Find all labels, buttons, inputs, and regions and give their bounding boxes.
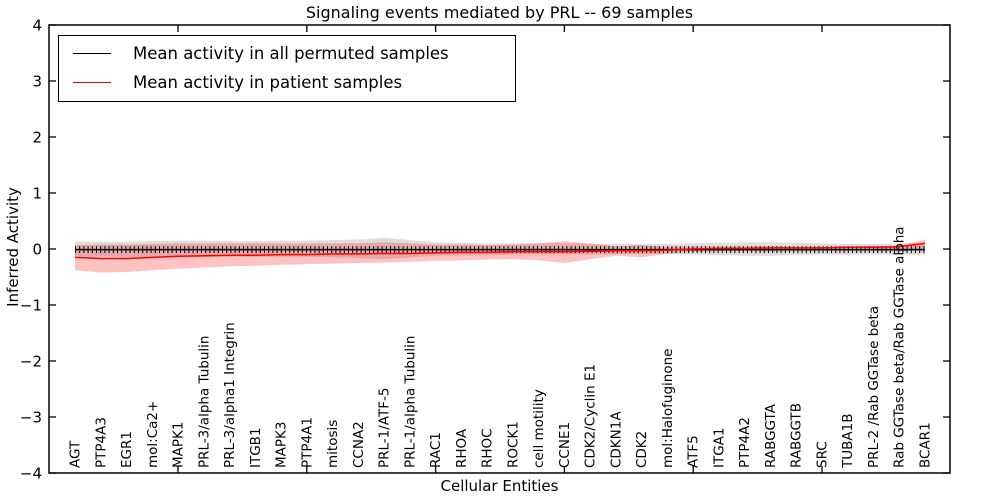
- x-tick-label: ROCK1: [505, 421, 521, 468]
- x-tick-label: mol:Halofuginone: [660, 349, 676, 468]
- y-tick-label: 1: [32, 184, 42, 202]
- y-tick-label: 2: [32, 128, 42, 146]
- x-tick-label: CCNE1: [557, 422, 573, 468]
- x-tick-label: Rab GGTase beta/Rab GGTase alpha: [892, 226, 908, 468]
- x-tick-label: CCNA2: [351, 421, 367, 468]
- y-tick-label: −4: [20, 464, 42, 482]
- y-tick-label: −2: [20, 352, 42, 370]
- x-tick-label: RHOA: [454, 428, 470, 468]
- x-tick-label: BCAR1: [918, 422, 934, 468]
- x-tick-label: CDK2: [634, 431, 650, 468]
- x-tick-label: CDK2/Cyclin E1: [583, 364, 599, 468]
- x-tick-label: ITGA1: [711, 427, 727, 468]
- y-tick-label: 4: [32, 16, 42, 34]
- x-tick-label: mitosis: [325, 420, 341, 468]
- x-tick-label: AGT: [68, 440, 84, 468]
- legend-line-patient-swatch: [73, 82, 111, 84]
- y-tick-label: 0: [32, 240, 42, 258]
- chart-title: Signaling events mediated by PRL -- 69 s…: [305, 3, 694, 22]
- x-tick-label: PTP4A1: [299, 417, 315, 468]
- legend-label-patient: Mean activity in patient samples: [133, 72, 403, 92]
- x-tick-label: mol:Ca2+: [145, 401, 161, 468]
- x-tick-label: RHOC: [480, 428, 496, 468]
- y-axis-label: Inferred Activity: [4, 187, 22, 307]
- x-tick-label: PTP4A2: [737, 417, 753, 468]
- x-tick-label: PRL-2 /Rab GGTase beta: [866, 306, 882, 468]
- patient-range-band: [75, 239, 925, 273]
- x-tick-label: PRL-1/ATF-5: [377, 388, 393, 468]
- x-tick-label: CDKN1A: [608, 411, 624, 468]
- x-tick-label: ITGB1: [248, 427, 264, 468]
- x-tick-label: MAPK1: [171, 422, 187, 468]
- y-tick-label: 3: [32, 72, 42, 90]
- x-tick-label: ATF5: [686, 435, 702, 468]
- legend-item-permuted: Mean activity in all permuted samples: [73, 44, 515, 64]
- x-tick-label: RABGGTA: [763, 403, 779, 468]
- legend-box: Mean activity in all permuted samples Me…: [58, 35, 516, 102]
- legend-item-patient: Mean activity in patient samples: [73, 73, 515, 93]
- legend-label-permuted: Mean activity in all permuted samples: [133, 44, 449, 63]
- x-tick-label: PTP4A3: [93, 417, 109, 468]
- y-tick-label: −3: [20, 408, 42, 426]
- x-tick-label: PRL-3/alpha Tubulin: [196, 336, 212, 468]
- x-tick-label: cell motility: [531, 389, 547, 468]
- x-tick-label: RAC1: [428, 432, 444, 468]
- x-axis-label: Cellular Entities: [440, 477, 559, 495]
- x-tick-label: RABGGTB: [789, 403, 805, 468]
- x-tick-label: PRL-3/alpha1 Integrin: [222, 322, 238, 468]
- patient-mean-line: [74, 242, 926, 260]
- x-tick-label: MAPK3: [274, 422, 290, 468]
- x-tick-label: PRL-1/alpha Tubulin: [402, 336, 418, 468]
- x-tick-label: EGR1: [119, 431, 135, 468]
- y-tick-label: −1: [20, 296, 42, 314]
- x-tick-label: TUBA1B: [840, 414, 856, 469]
- x-tick-label: SRC: [815, 441, 831, 468]
- legend-line-permuted-swatch: [73, 53, 111, 55]
